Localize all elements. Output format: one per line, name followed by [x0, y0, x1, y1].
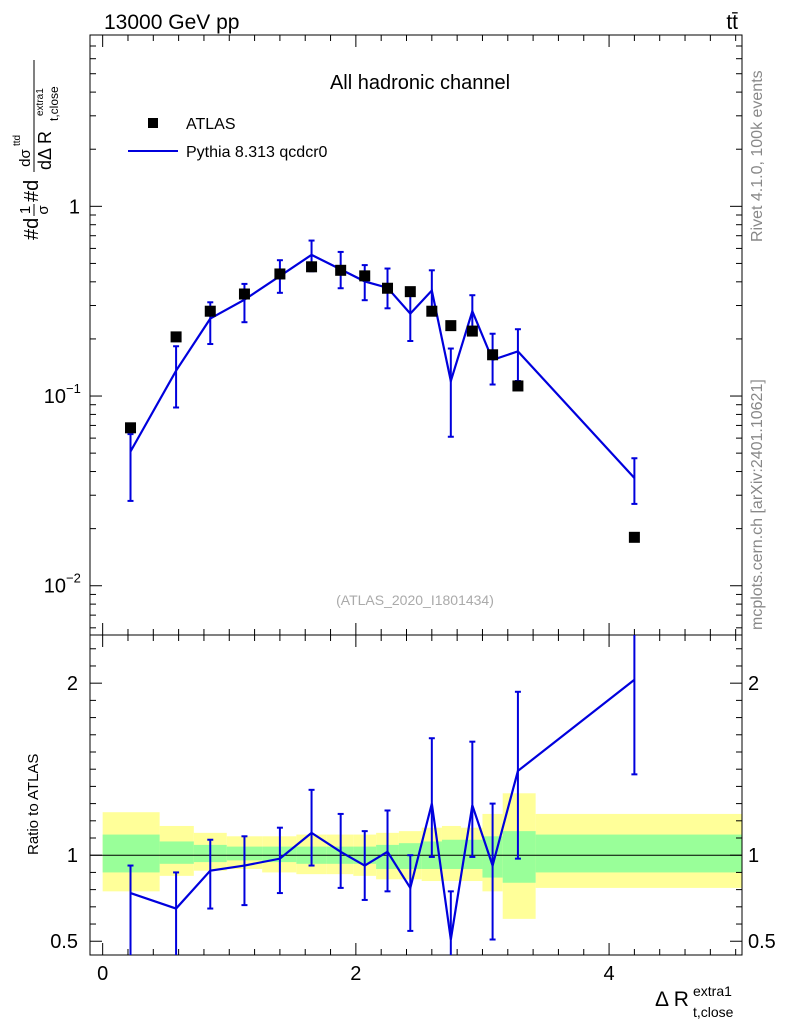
x-tick-label: 2 [350, 963, 361, 985]
data-point [404, 286, 416, 298]
collision-energy-label: 13000 GeV pp [104, 11, 239, 34]
xlabel-main: Δ R [655, 988, 689, 1011]
ratio-y-tick-label-right: 1 [748, 845, 759, 867]
ylabel-frac1-num: 1 [17, 206, 34, 214]
ylabel-frac2-num-sup: ttd [12, 135, 23, 146]
ratio-y-tick-label: 1 [67, 845, 78, 867]
data-point [426, 305, 438, 317]
xlabel-sub: t,close [693, 1004, 734, 1020]
legend-label-atlas: ATLAS [186, 116, 236, 133]
ylabel-frac2-den-sub: t,close [47, 86, 61, 121]
main-y-tick-exponent: −1 [66, 381, 81, 396]
legend: ATLAS Pythia 8.313 qcdcr0 [128, 116, 328, 161]
analysis-watermark: (ATLAS_2020_I1801434) [336, 592, 494, 608]
mc-line [129, 253, 636, 479]
main-y-tick-label: 10 [44, 576, 66, 598]
data-point [359, 270, 371, 282]
main-y-axis-label: #d 1 σ #d dσ ttd dΔ R t,close extra1 [12, 60, 61, 240]
ratio-y-tick-label-right: 2 [748, 673, 759, 695]
process-label: tt̄ [726, 11, 738, 34]
ratio-y-axis-label: Ratio to ATLAS [25, 754, 42, 855]
ylabel-frac2-den: dΔ R [35, 131, 55, 170]
ratio-mc-line [130, 678, 636, 940]
ratio-y-tick-label: 0.5 [50, 931, 78, 953]
ratio-axes: 0 2 4 0.5 0.5 1 1 2 2 [50, 635, 776, 985]
ratio-green-band [441, 839, 461, 869]
ylabel-frac2-den-sup: extra1 [35, 88, 46, 116]
chart-title: All hadronic channel [330, 72, 510, 94]
data-point [628, 531, 640, 543]
ratio-plot-frame [89, 634, 743, 956]
x-tick-label: 0 [97, 963, 108, 985]
data-point [335, 264, 347, 276]
data-point [445, 320, 457, 332]
legend-marker-atlas [148, 118, 158, 128]
ratio-uncertainty-bands [102, 793, 742, 919]
data-point [487, 349, 499, 361]
main-axes: 110−110−2 [44, 34, 742, 635]
main-y-tick-label: 1 [69, 196, 80, 218]
ratio-green-band [535, 834, 742, 873]
data-point [238, 288, 250, 300]
data-point [274, 268, 286, 280]
x-axis-label: Δ R t,close extra1 [655, 983, 734, 1020]
ylabel-prefix: #d [21, 218, 43, 240]
main-y-tick-label: 10 [44, 386, 66, 408]
data-point [466, 325, 478, 337]
data-point [125, 422, 137, 434]
xlabel-sup: extra1 [693, 983, 732, 999]
ratio-y-tick-label-right: 0.5 [748, 931, 776, 953]
ylabel-mid: #d [21, 180, 43, 202]
ratio-y-tick-label: 2 [67, 673, 78, 695]
rivet-version-label: Rivet 4.1.0, 100k events [749, 70, 766, 242]
mcplots-label: mcplots.cern.ch [arXiv:2401.10621] [749, 379, 766, 630]
ratio-data-marks [127, 635, 638, 955]
data-point [306, 261, 318, 273]
legend-label-pythia: Pythia 8.313 qcdcr0 [186, 144, 328, 161]
x-tick-label: 4 [604, 963, 615, 985]
data-point [204, 305, 216, 317]
data-point [512, 380, 524, 392]
ratio-green-band [159, 841, 194, 864]
main-y-tick-exponent: −2 [66, 571, 81, 586]
ylabel-frac1-den: σ [35, 205, 52, 215]
ratio-green-band [502, 831, 536, 883]
main-data-marks [125, 239, 640, 543]
data-point [170, 331, 182, 343]
data-point [382, 282, 394, 294]
ylabel-frac2-num: dσ [17, 148, 34, 166]
